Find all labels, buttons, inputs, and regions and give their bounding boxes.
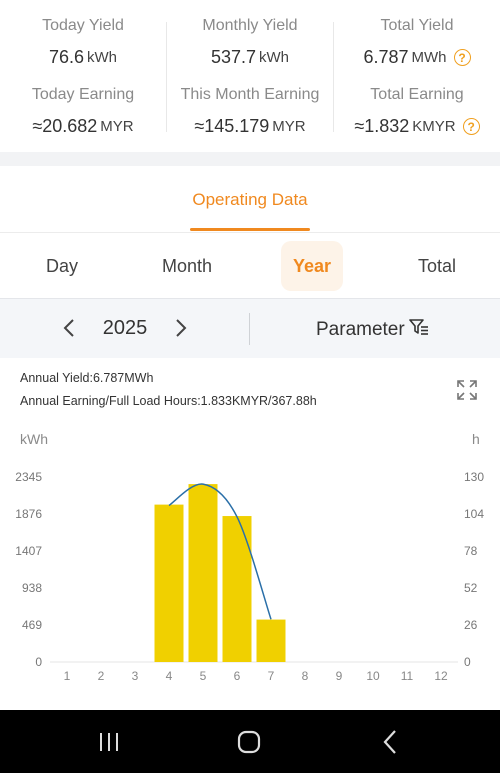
x-tick-label: 8 [302, 669, 309, 683]
help-circle-icon[interactable]: ? [462, 118, 480, 135]
year-selector: 2025 Parameter [0, 298, 500, 358]
period-tabs: Day Month Year Total [0, 233, 500, 298]
x-tick-label: 10 [366, 669, 380, 683]
total-yield-value: 6.787 MWh ? [334, 47, 500, 68]
back-icon[interactable] [375, 728, 405, 756]
x-tick-label: 5 [200, 669, 207, 683]
month-earning: This Month Earning ≈145.179 MYR [167, 86, 333, 137]
y-right-unit: h [472, 431, 480, 447]
today-yield-unit: kWh [87, 49, 118, 66]
today-earning-label: Today Earning [31, 86, 135, 103]
tab-day[interactable]: Day [45, 255, 78, 276]
today-earning: Today Earning ≈20.682 MYR [0, 86, 166, 137]
total-yield-label: Total Yield [380, 17, 454, 34]
stats-divider [333, 22, 334, 132]
divider [0, 232, 500, 233]
operating-data-header: Operating Data [0, 166, 500, 232]
selector-divider [249, 313, 250, 345]
system-nav-bar [0, 710, 500, 773]
bar-month-4 [154, 504, 184, 662]
chart-card: Annual Yield:6.787MWh Annual Earning/Ful… [0, 358, 500, 710]
x-tick-label: 3 [132, 669, 139, 683]
month-earning-label: This Month Earning [180, 86, 320, 103]
monthly-yield-number: 537.7 [210, 47, 257, 67]
y-left-unit: kWh [20, 431, 48, 447]
chevron-left-icon[interactable] [58, 317, 80, 339]
bar-month-5 [188, 484, 218, 662]
y-left-tick-label: 469 [22, 618, 42, 632]
x-tick-label: 12 [434, 669, 448, 683]
y-right-tick-label: 104 [464, 507, 484, 521]
monthly-yield-value: 537.7 kWh [167, 47, 333, 68]
total-earning-value: ≈1.832 KMYR ? [334, 116, 500, 137]
y-right-tick-label: 26 [464, 618, 478, 632]
y-left-tick-label: 938 [22, 581, 42, 595]
y-left-tick-label: 0 [35, 655, 42, 669]
y-left-tick-label: 1407 [15, 544, 42, 558]
operating-data-tab[interactable]: Operating Data [192, 190, 308, 209]
x-tick-label: 6 [234, 669, 241, 683]
stats-card: Today Yield 76.6 kWh Monthly Yield 537.7… [0, 0, 500, 152]
total-yield: Total Yield 6.787 MWh ? [334, 17, 500, 68]
bar-month-6 [222, 516, 252, 662]
home-icon[interactable] [234, 728, 264, 756]
filter-icon [408, 318, 429, 342]
x-tick-label: 1 [64, 669, 71, 683]
x-tick-label: 2 [98, 669, 105, 683]
stats-divider [166, 22, 167, 132]
today-yield: Today Yield 76.6 kWh [0, 17, 166, 68]
y-left-tick-label: 1876 [15, 507, 42, 521]
month-earning-number: ≈145.179 [194, 116, 270, 136]
today-yield-value: 76.6 kWh [0, 47, 166, 68]
parameter-button[interactable]: Parameter [316, 318, 429, 342]
expand-icon[interactable] [455, 378, 479, 402]
annual-earning-text: Annual Earning/Full Load Hours:1.833KMYR… [20, 394, 317, 408]
tab-total[interactable]: Total [417, 255, 457, 276]
today-earning-number: ≈20.682 [32, 116, 98, 136]
y-right-tick-label: 52 [464, 581, 478, 595]
y-right-tick-label: 0 [464, 655, 471, 669]
tab-month[interactable]: Month [161, 255, 213, 276]
monthly-yield-label: Monthly Yield [202, 17, 298, 34]
month-earning-unit: MYR [272, 118, 306, 135]
total-earning: Total Earning ≈1.832 KMYR ? [334, 86, 500, 137]
total-yield-unit: MWh [411, 49, 447, 66]
tab-year[interactable]: Year [281, 241, 343, 291]
today-earning-unit: MYR [100, 118, 134, 135]
recent-apps-icon[interactable] [94, 728, 124, 756]
x-tick-label: 4 [166, 669, 173, 683]
help-circle-icon[interactable]: ? [453, 49, 471, 66]
today-earning-value: ≈20.682 MYR [0, 116, 166, 137]
bar-month-7 [256, 619, 286, 662]
y-right-tick-label: 130 [464, 470, 484, 484]
y-left-tick-label: 2345 [15, 470, 42, 484]
today-yield-number: 76.6 [48, 47, 85, 67]
year-value: 2025 [102, 317, 148, 339]
operating-data-underline [190, 228, 310, 231]
x-tick-label: 11 [401, 669, 414, 683]
month-earning-value: ≈145.179 MYR [167, 116, 333, 137]
total-yield-number: 6.787 [363, 47, 409, 67]
x-tick-label: 7 [268, 669, 275, 683]
full-load-hours-line [168, 483, 272, 620]
chevron-right-icon[interactable] [170, 317, 192, 339]
y-right-tick-label: 78 [464, 544, 478, 558]
total-earning-number: ≈1.832 [354, 116, 410, 136]
monthly-yield-unit: kWh [259, 49, 290, 66]
total-earning-unit: KMYR [412, 118, 456, 135]
annual-yield-text: Annual Yield:6.787MWh [20, 371, 154, 385]
parameter-label: Parameter [316, 319, 405, 340]
monthly-yield: Monthly Yield 537.7 kWh [167, 17, 333, 68]
x-tick-label: 9 [336, 669, 343, 683]
total-earning-label: Total Earning [370, 86, 464, 103]
today-yield-label: Today Yield [42, 17, 124, 34]
